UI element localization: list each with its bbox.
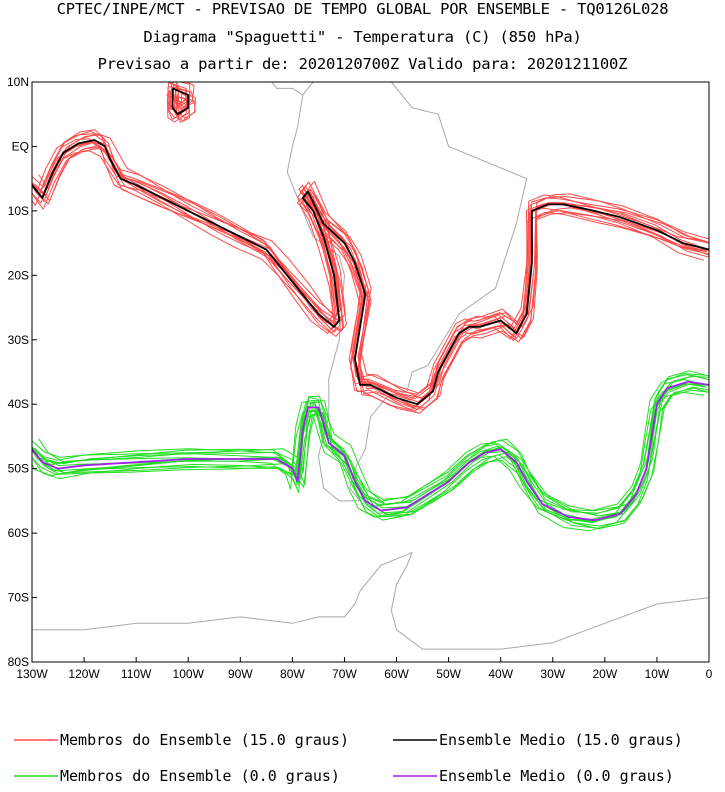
y-axis: 10N EQ 10S 20S 30S 40S 50S 60S 70S 80S	[7, 75, 37, 669]
x-tick-label: 80W	[280, 667, 305, 681]
y-tick-label: 10S	[8, 204, 29, 218]
y-tick-label: 10N	[7, 75, 29, 89]
x-tick-label: 120W	[68, 667, 100, 681]
chart-subtitle: Diagrama "Spaguetti" - Temperatura (C) (…	[143, 28, 582, 46]
ensemble-member-line	[169, 82, 188, 105]
ensemble-member-line	[36, 147, 709, 409]
x-tick-label: 20W	[593, 667, 618, 681]
legend-label: Ensemble Medio (15.0 graus)	[439, 731, 683, 749]
x-axis: 130W 120W 110W 100W 90W 80W 70W 60W 50W 40W 30W 20W…	[16, 657, 713, 681]
legend-label: Membros do Ensemble (0.0 graus)	[60, 767, 340, 785]
coastline	[270, 82, 304, 96]
ensemble-member-line	[32, 383, 707, 524]
ensemble-mean-line	[32, 380, 709, 522]
ensemble-mean-line	[32, 139, 709, 406]
ensemble-member-line	[36, 387, 709, 530]
ensemble-member-line	[38, 375, 709, 514]
legend-label: Membros do Ensemble (15.0 graus)	[60, 731, 349, 749]
x-tick-label: 90W	[228, 667, 253, 681]
x-tick-label: 70W	[332, 667, 357, 681]
x-tick-label: 130W	[16, 667, 48, 681]
x-tick-label: 110W	[121, 667, 152, 681]
chart-validity: Previsao a partir de: 2020120700Z Valido…	[97, 55, 628, 73]
y-tick-label: 40S	[8, 397, 29, 411]
ensemble-member-line	[32, 370, 709, 512]
ensemble-mean-line	[171, 87, 190, 116]
coastline	[32, 551, 413, 631]
x-tick-label: 40W	[488, 667, 513, 681]
continent-outlines	[32, 82, 709, 650]
ensemble-means	[32, 87, 709, 522]
ensemble-member-line	[32, 129, 709, 395]
ensemble-member-line	[32, 150, 704, 412]
coastline	[390, 552, 709, 650]
ensemble-member-line	[32, 141, 706, 411]
ensemble-members-15c	[32, 82, 709, 414]
y-tick-label: 50S	[8, 462, 29, 476]
ensemble-member-line	[32, 386, 709, 527]
y-tick-label: 20S	[8, 268, 29, 282]
ensemble-member-line	[38, 133, 709, 399]
ensemble-member-line	[166, 90, 182, 120]
ensemble-member-line	[34, 140, 709, 410]
plot-frame	[31, 81, 710, 663]
ensemble-member-line	[169, 86, 190, 114]
coastline	[286, 82, 528, 502]
legend: Membros do Ensemble (15.0 graus) Ensemble…	[14, 731, 683, 785]
y-tick-label: EQ	[12, 139, 29, 153]
y-tick-label: 60S	[8, 526, 29, 540]
x-tick-label: 10W	[645, 667, 670, 681]
ensemble-member-line	[176, 95, 196, 119]
ensemble-member-line	[32, 141, 707, 403]
legend-label: Ensemble Medio (0.0 graus)	[439, 767, 674, 785]
chart-title: CPTEC/INPE/MCT - PREVISAO DE TEMPO GLOBA…	[56, 0, 669, 18]
x-tick-label: 100W	[173, 667, 205, 681]
y-tick-label: 80S	[8, 655, 29, 669]
x-tick-label: 0	[706, 667, 713, 681]
x-tick-label: 30W	[540, 667, 565, 681]
x-tick-label: 50W	[436, 667, 461, 681]
y-tick-label: 70S	[8, 591, 29, 605]
y-tick-label: 30S	[8, 333, 29, 347]
x-tick-label: 60W	[384, 667, 409, 681]
ensemble-member-line	[32, 391, 704, 532]
ensemble-member-line	[32, 133, 708, 394]
ensemble-member-line	[32, 138, 705, 400]
